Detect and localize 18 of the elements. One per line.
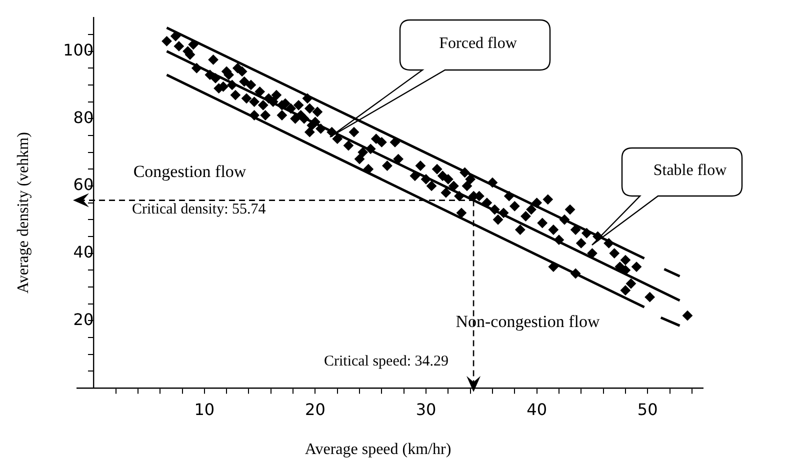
y-tick-label: 100 — [63, 40, 94, 60]
x-tick-label: 10 — [194, 400, 215, 419]
annotation: Congestion flow — [133, 162, 247, 181]
y-tick-label: 80 — [73, 108, 94, 127]
annotation: Non-congestion flow — [456, 312, 600, 331]
y-tick-label: 20 — [73, 310, 94, 329]
y-tick-label: 40 — [73, 242, 94, 262]
y-axis-title: Average density (vehkm) — [15, 132, 32, 294]
x-tick-label: 30 — [416, 400, 436, 419]
ref-line-label: Critical speed: 34.29 — [324, 353, 449, 370]
annotation: Forced flow — [439, 35, 518, 52]
x-axis-title: Average speed (km/hr) — [304, 441, 452, 458]
x-tick-label: 40 — [526, 400, 547, 419]
x-tick-label: 50 — [637, 400, 658, 419]
x-tick-label: 20 — [305, 400, 326, 419]
ref-line-label: Critical density: 55.74 — [132, 202, 266, 218]
annotation: Stable flow — [653, 162, 728, 180]
y-tick-label: 60 — [73, 175, 94, 194]
